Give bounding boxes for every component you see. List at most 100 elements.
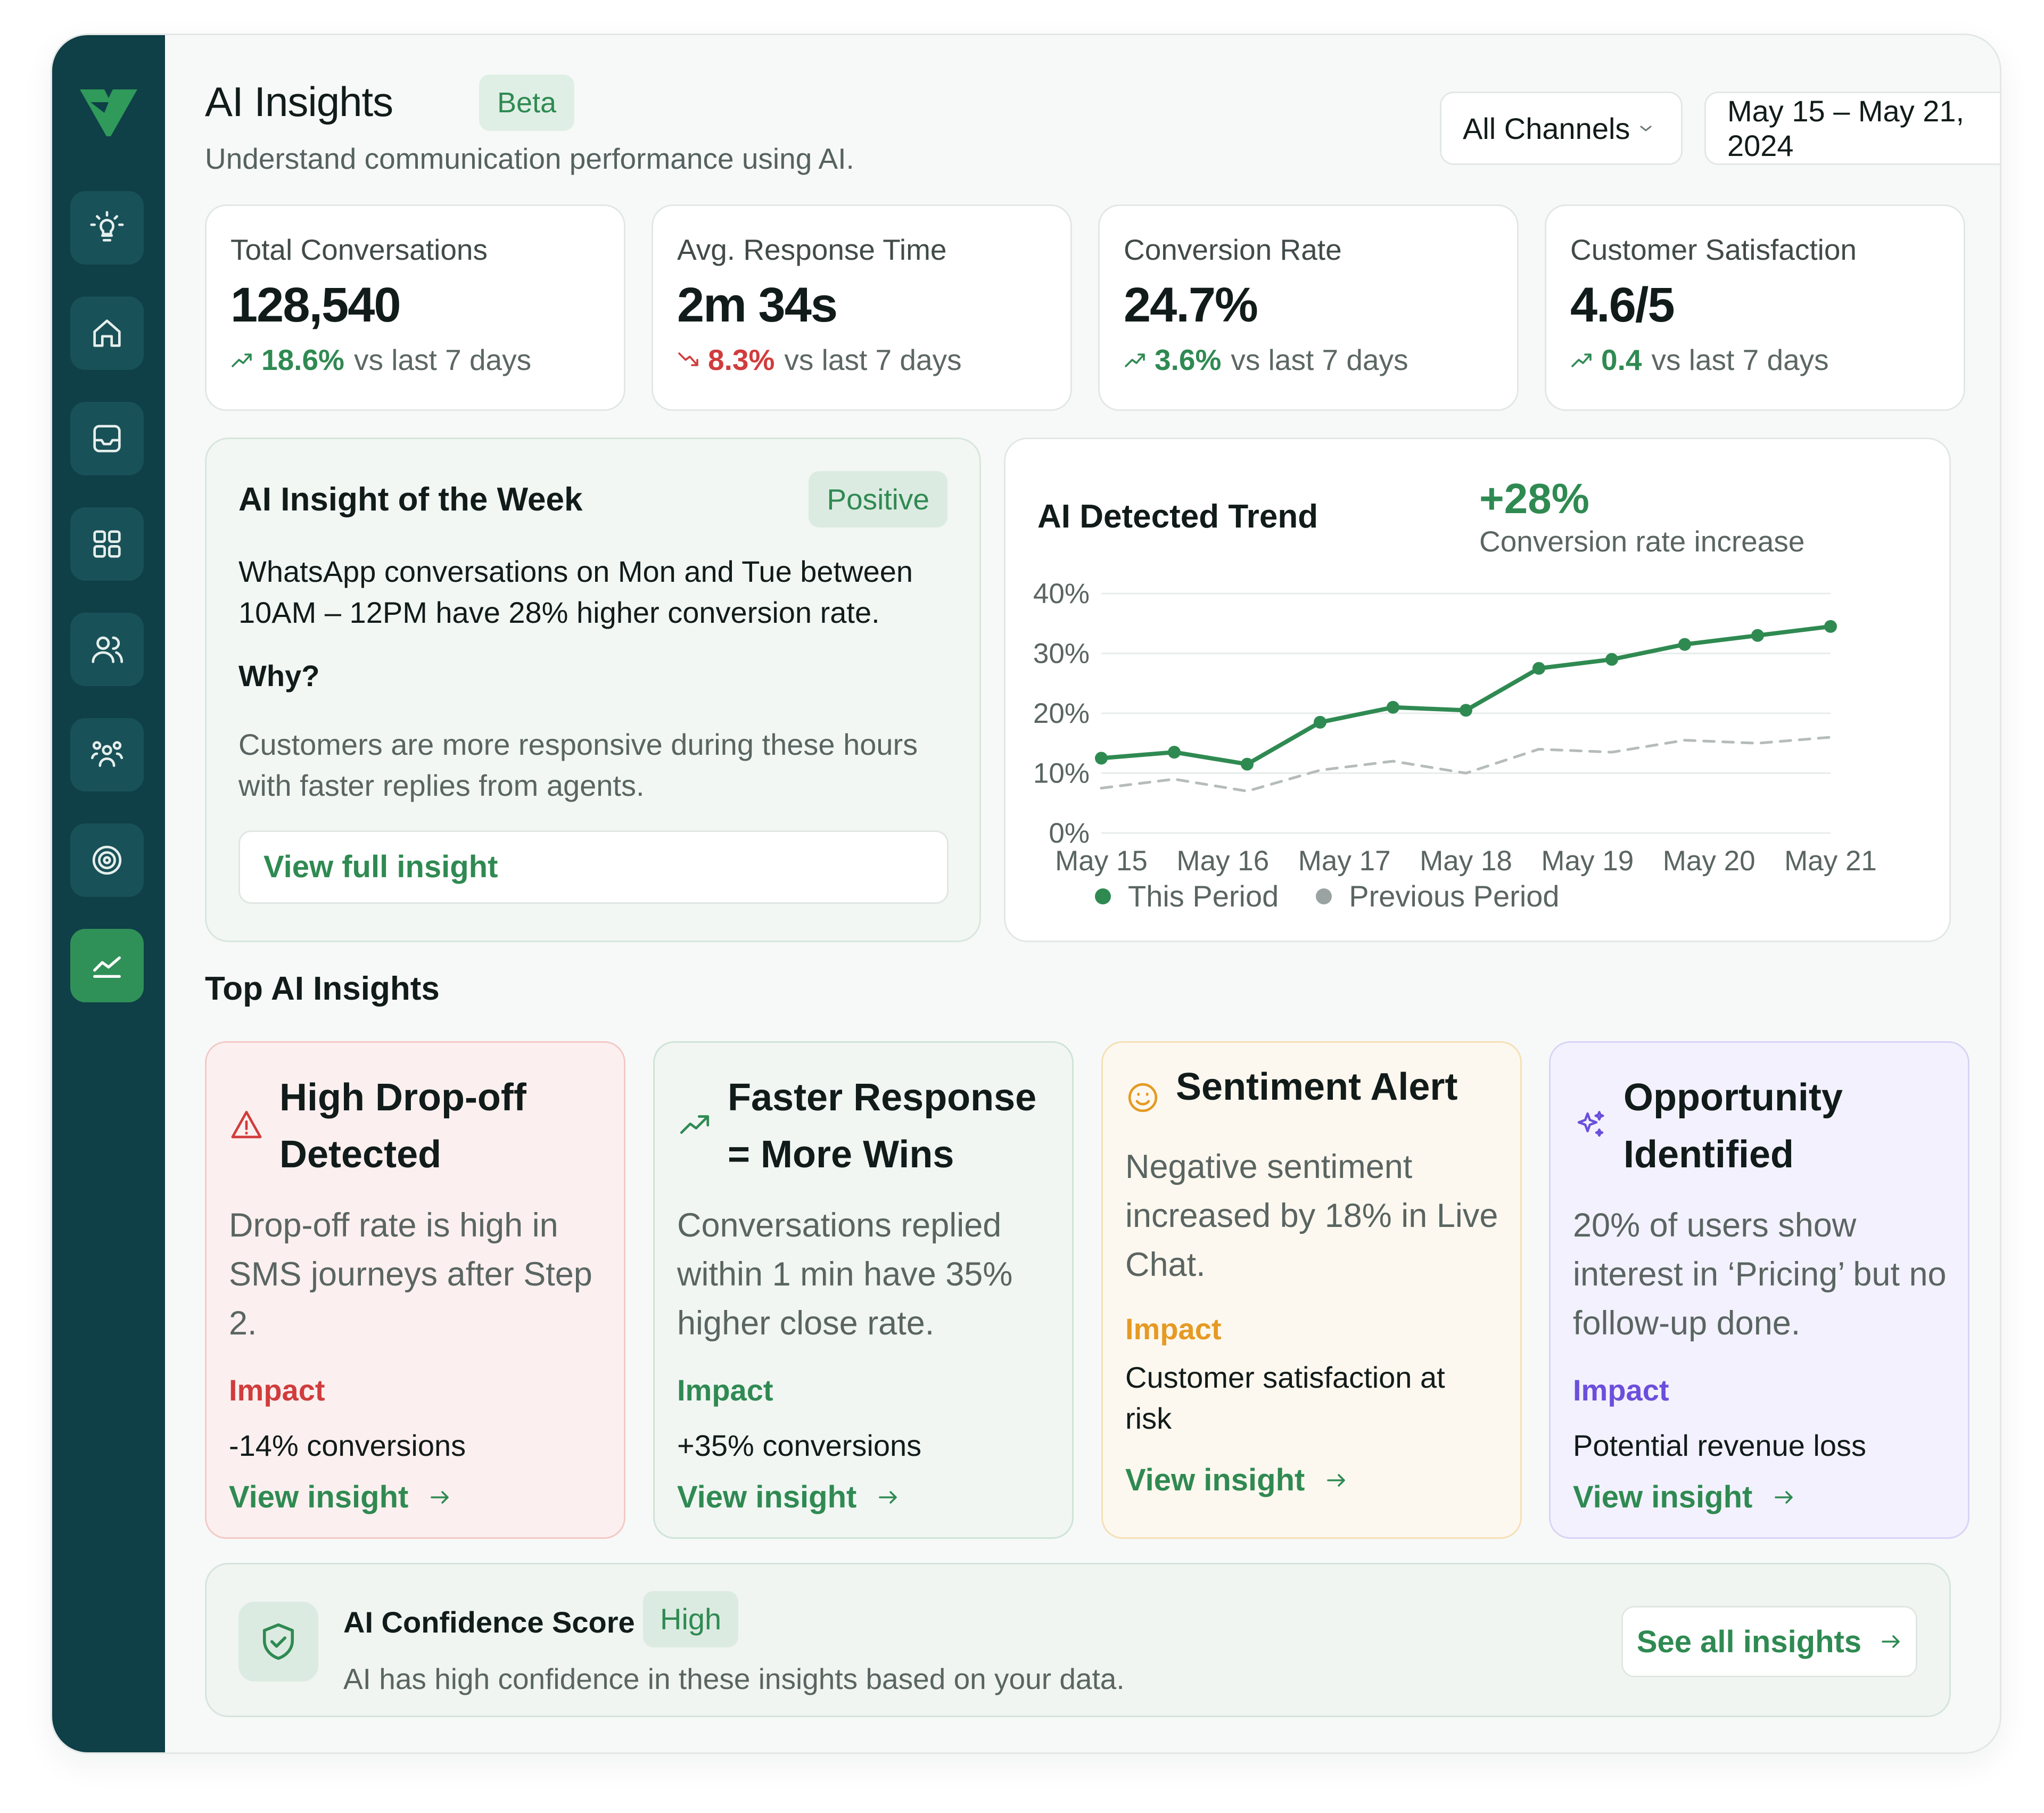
trend-down-icon: [678, 352, 698, 366]
stat-delta: 3.6% vs last 7 days: [1124, 343, 1493, 377]
nav-insights-button[interactable]: [70, 191, 144, 265]
insight-card-body: Conversations replied within 1 min have …: [677, 1207, 1013, 1342]
this-period-point: [1095, 752, 1108, 765]
view-insight-label: View insight: [229, 1480, 409, 1514]
legend-previous-period: Previous Period: [1316, 879, 1560, 913]
impact-value: -14% conversions: [229, 1429, 466, 1462]
insight-card-opportunity: Opportunity Identified 20% of users show…: [1549, 1041, 1969, 1539]
date-range-dropdown[interactable]: May 15 – May 21, 2024: [1704, 92, 2000, 165]
this-period-point: [1314, 715, 1326, 729]
stat-card-customer-satisfaction: Customer Satisfaction 4.6/5 0.4 vs last …: [1545, 204, 1965, 411]
home-icon: [93, 319, 121, 347]
nav-team-button[interactable]: [70, 718, 144, 792]
beta-badge: Beta: [479, 75, 575, 131]
top-insights-title: Top AI Insights: [205, 970, 440, 1007]
grid-icon: [93, 530, 121, 558]
arrow-right-icon: [431, 1490, 449, 1504]
insight-reason: Customers are more responsive during the…: [238, 728, 918, 802]
confidence-title: AI Confidence Score: [343, 1605, 635, 1639]
trend-up-icon: [1571, 353, 1592, 367]
legend-dot: [1095, 888, 1111, 904]
stat-delta-compare: vs last 7 days: [353, 343, 532, 376]
stat-delta-compare: vs last 7 days: [1651, 343, 1829, 376]
target-icon: [92, 845, 122, 875]
view-insight-link[interactable]: View insight: [1125, 1462, 1347, 1498]
stat-delta-compare: vs last 7 days: [1231, 343, 1408, 376]
arrow-right-icon: [1882, 1635, 1900, 1648]
x-tick-label: May 17: [1298, 845, 1391, 877]
stat-delta: 8.3% vs last 7 days: [677, 343, 1046, 377]
trend-highlight: +28%: [1479, 475, 1589, 522]
view-insight-label: View insight: [1573, 1480, 1753, 1514]
this-period-point: [1532, 662, 1545, 675]
x-tick-label: May 19: [1541, 845, 1634, 877]
trend-up-icon: [1125, 353, 1145, 367]
x-tick-label: May 15: [1055, 845, 1148, 877]
trend-highlight-sub: Conversion rate increase: [1479, 525, 1805, 558]
confidence-subtitle: AI has high confidence in these insights…: [343, 1662, 1125, 1695]
positive-badge: Positive: [809, 471, 947, 528]
this-period-point: [1460, 704, 1472, 717]
y-tick-label: 0%: [1049, 818, 1090, 849]
trend-title: AI Detected Trend: [1037, 498, 1318, 535]
confidence-panel: AI Confidence Score High AI has high con…: [205, 1563, 1951, 1717]
view-insight-link[interactable]: View insight: [677, 1479, 899, 1515]
shield-check-icon: [262, 1623, 294, 1660]
users-icon: [92, 636, 123, 663]
insight-of-week-text: WhatsApp conversations on Mon and Tue be…: [238, 555, 913, 629]
this-period-point: [1824, 620, 1837, 633]
view-insight-link[interactable]: View insight: [229, 1479, 451, 1515]
stat-label: Customer Satisfaction: [1570, 233, 1857, 266]
stat-value: 2m 34s: [677, 278, 838, 332]
this-period-line: [1099, 624, 1833, 767]
view-insight-link[interactable]: View insight: [1573, 1479, 1795, 1515]
insight-card-title: High Drop-off Detected: [279, 1076, 526, 1176]
view-full-insight-button[interactable]: View full insight: [238, 830, 949, 904]
stat-delta-value: 8.3%: [708, 343, 775, 376]
date-range-label: May 15 – May 21, 2024: [1727, 94, 1965, 162]
nav-home-button[interactable]: [70, 296, 144, 370]
legend-label: Previous Period: [1349, 879, 1560, 913]
stat-label: Total Conversations: [230, 233, 488, 266]
impact-value: Potential revenue loss: [1573, 1429, 1867, 1462]
channel-filter-dropdown[interactable]: All Channels: [1440, 92, 1683, 165]
stat-value: 4.6/5: [1570, 278, 1675, 332]
nav-analytics-button[interactable]: [70, 929, 144, 1002]
stat-card-conversion-rate: Conversion Rate 24.7% 3.6% vs last 7 day…: [1098, 204, 1519, 411]
insight-card-body: 20% of users show interest in ‘Pricing’ …: [1573, 1207, 1947, 1342]
impact-label: Impact: [229, 1373, 325, 1407]
chevron-down-icon: [1640, 125, 1652, 131]
this-period-point: [1751, 629, 1764, 642]
why-label: Why?: [238, 659, 320, 693]
insight-card-sentiment: Sentiment Alert Negative sentiment incre…: [1101, 1041, 1522, 1539]
nav-goals-button[interactable]: [70, 823, 144, 897]
nav-contacts-button[interactable]: [70, 613, 144, 686]
y-tick-label: 20%: [1033, 698, 1090, 729]
nav-inbox-button[interactable]: [70, 402, 144, 475]
insight-card-title: Opportunity Identified: [1623, 1076, 1843, 1176]
insight-card-drop-off: High Drop-off Detected Drop-off rate is …: [205, 1041, 625, 1539]
stat-delta: 18.6% vs last 7 days: [230, 343, 600, 377]
nav-apps-button[interactable]: [70, 507, 144, 581]
this-period-point: [1605, 653, 1618, 666]
see-all-insights-button[interactable]: See all insights: [1621, 1606, 1917, 1677]
trend-line-chart: 40% 30% 20% 10% 0%May 15 May 16 May 17 May 18 Ma…: [1033, 578, 1877, 877]
y-tick-label: 30%: [1033, 638, 1090, 670]
stat-delta-value: 3.6%: [1155, 343, 1222, 376]
stat-card-response-time: Avg. Response Time 2m 34s 8.3% vs last 7…: [652, 204, 1072, 411]
sidebar: [52, 35, 165, 1752]
stat-label: Avg. Response Time: [677, 233, 947, 266]
x-tick-label: May 20: [1663, 845, 1755, 877]
impact-label: Impact: [1573, 1373, 1669, 1407]
trend-up-icon: [680, 1115, 710, 1134]
impact-label: Impact: [677, 1373, 773, 1407]
alert-triangle-icon: [231, 1110, 262, 1139]
sparkles-icon: [1577, 1111, 1604, 1137]
legend-label: This Period: [1128, 879, 1279, 913]
app-window: AI Insights Beta Understand communicatio…: [51, 34, 2001, 1754]
see-all-insights-label: See all insights: [1636, 1624, 1862, 1659]
stat-value: 128,540: [230, 278, 401, 332]
smile-icon: [1128, 1083, 1158, 1112]
y-tick-label: 40%: [1033, 578, 1090, 609]
analytics-icon: [93, 956, 121, 978]
